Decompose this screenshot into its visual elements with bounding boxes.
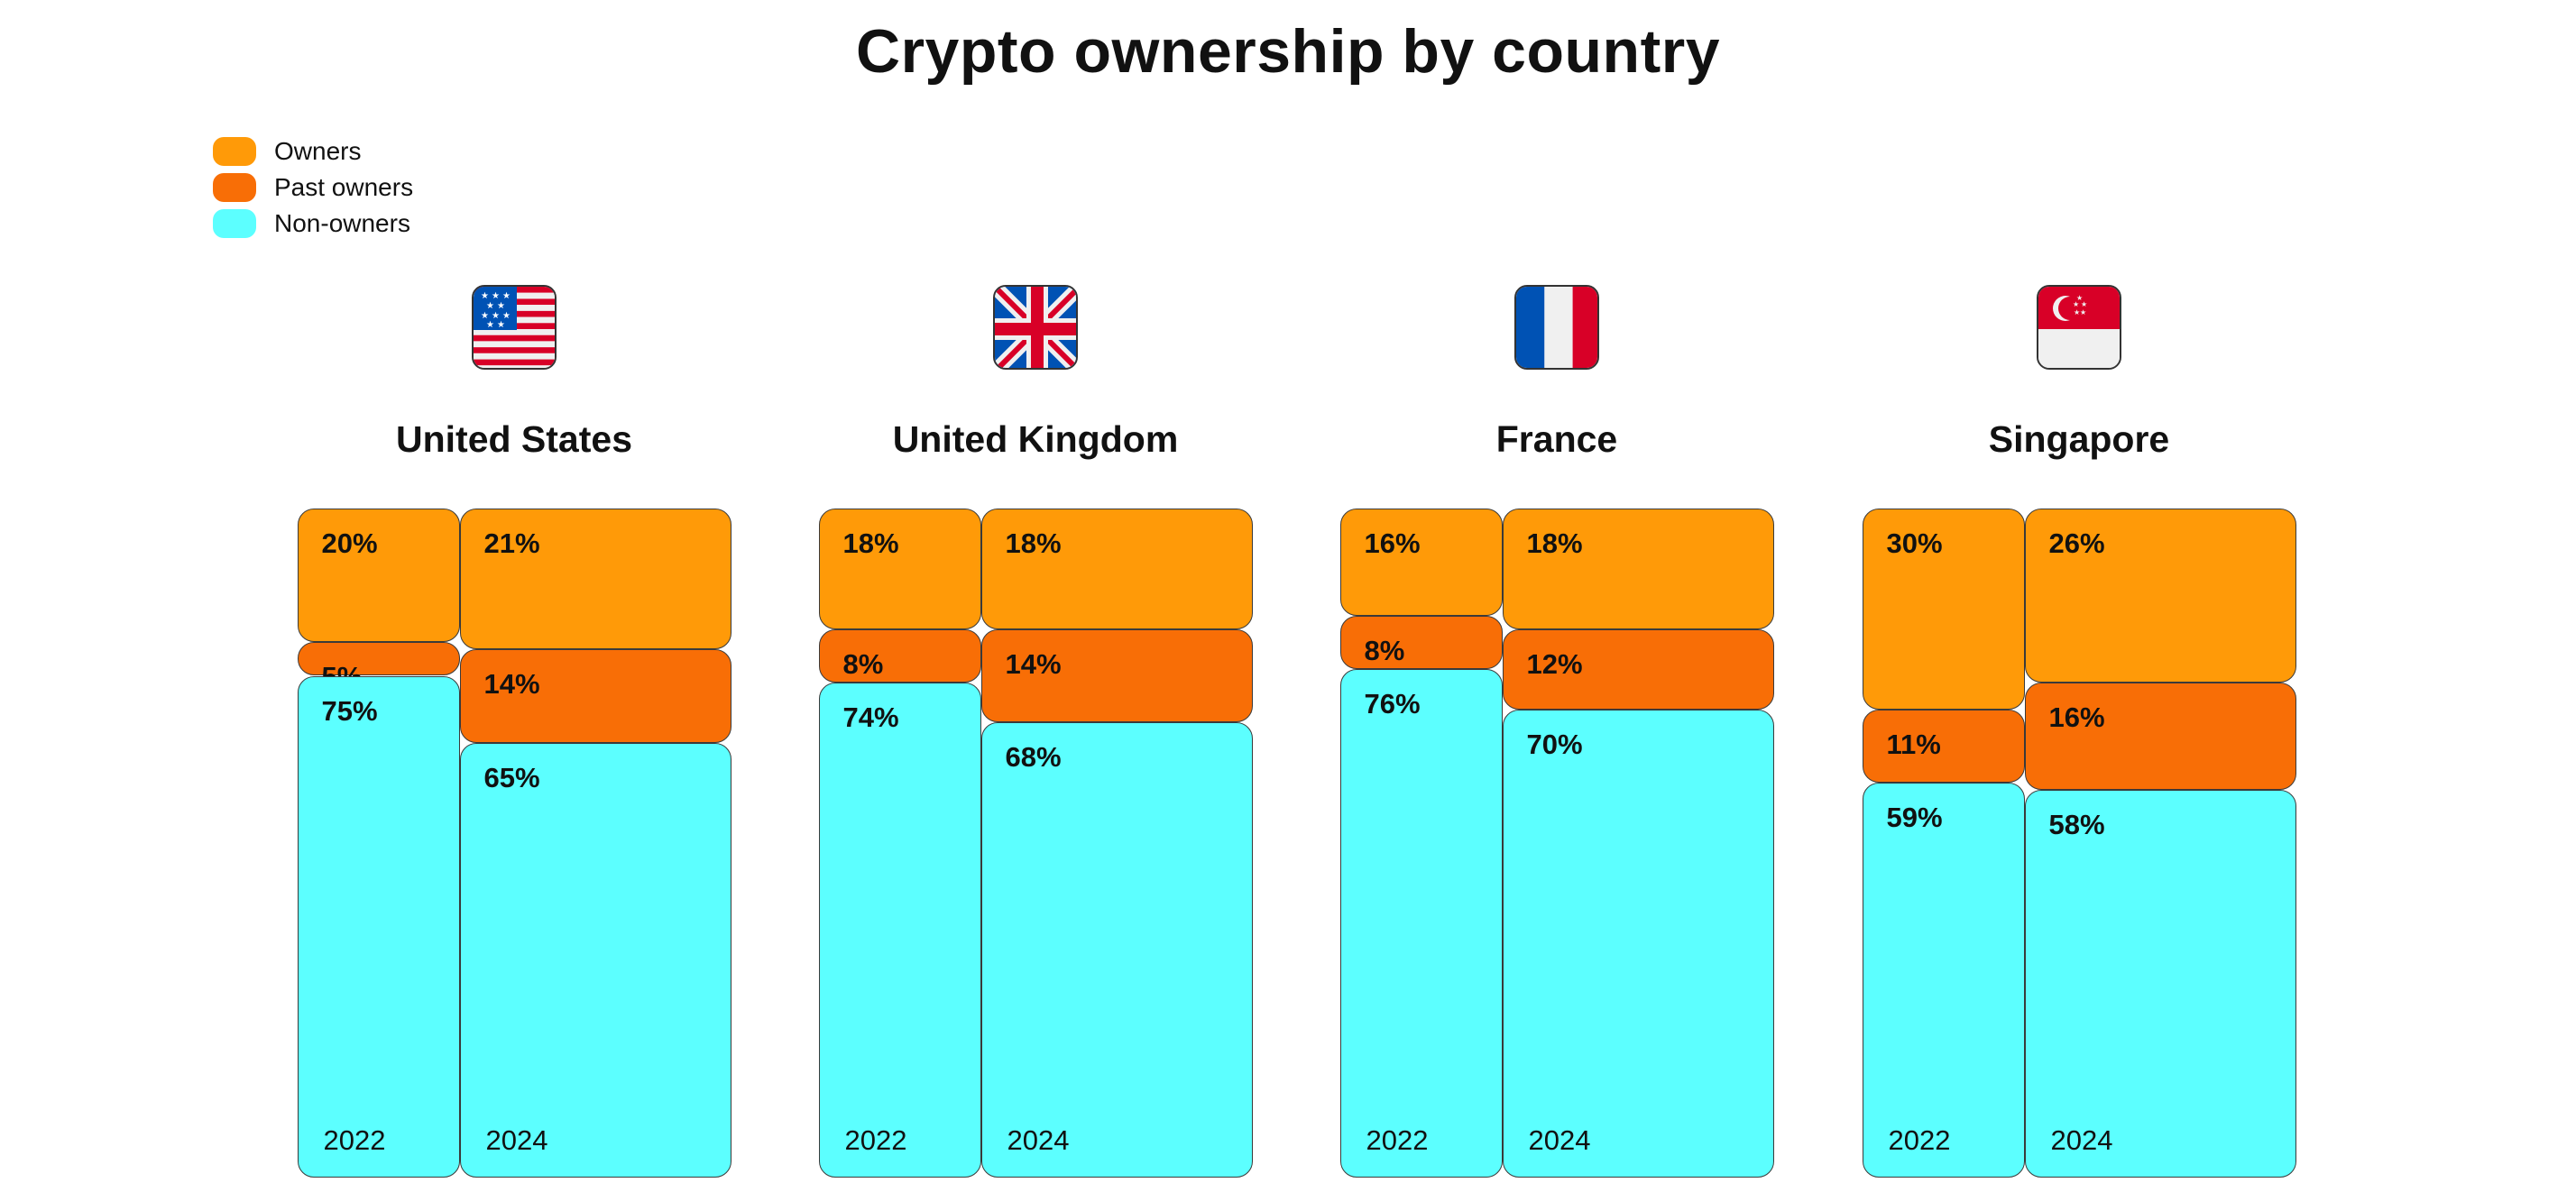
svg-text:★: ★: [481, 291, 489, 301]
bar-segment-united-states-2024-owners: 21%: [459, 509, 731, 649]
year-label: 2022: [1366, 1123, 1429, 1156]
country-name-singapore: Singapore: [1988, 418, 2170, 460]
chart-title: Crypto ownership by country: [855, 17, 1721, 86]
data-label: 14%: [1005, 647, 1062, 680]
legend-swatch-past-owners: [213, 173, 256, 202]
data-label: 8%: [1364, 634, 1405, 666]
svg-text:★: ★: [2076, 294, 2083, 302]
bar-segment-united-kingdom-2024-owners: 18%: [980, 509, 1253, 629]
year-label: 2024: [485, 1123, 548, 1156]
bar-segment-france-2022-non-owners: 76% 2022: [1339, 669, 1503, 1178]
year-label: 2024: [2050, 1123, 2113, 1156]
bar-segment-france-2022-owners: 16%: [1339, 509, 1503, 616]
svg-text:★: ★: [497, 301, 505, 311]
year-label: 2022: [323, 1124, 386, 1156]
us-flag-icon: ★ ★ ★ ★ ★ ★ ★ ★ ★ ★: [472, 285, 557, 370]
data-label: 76%: [1364, 688, 1421, 720]
legend-swatch-owners: [213, 137, 256, 166]
data-label: 16%: [2048, 701, 2105, 733]
bar-segment-united-kingdom-2022-non-owners: 74% 2022: [818, 682, 981, 1178]
legend-item-non-owners: Non-owners: [213, 206, 413, 242]
data-label: 20%: [321, 527, 378, 559]
svg-text:★: ★: [2074, 308, 2080, 316]
svg-text:★: ★: [502, 291, 511, 301]
data-label: 18%: [842, 527, 899, 559]
legend-item-owners: Owners: [213, 133, 413, 170]
data-label: 12%: [1526, 647, 1583, 680]
bar-segment-singapore-2022-non-owners: 59% 2022: [1862, 783, 2025, 1178]
data-label: 16%: [1364, 527, 1421, 559]
svg-text:★: ★: [492, 311, 500, 321]
singapore-flag-icon: ★ ★ ★ ★ ★: [2037, 285, 2121, 370]
bar-segment-united-kingdom-2024-past-owners: 14%: [980, 628, 1253, 723]
data-label: 65%: [483, 761, 540, 793]
bar-segment-singapore-2024-past-owners: 16%: [2024, 682, 2296, 790]
data-label: 58%: [2048, 808, 2105, 840]
bar-segment-singapore-2022-owners: 30%: [1862, 509, 2025, 710]
uk-flag-icon: [993, 285, 1078, 370]
legend-item-past-owners: Past owners: [213, 170, 413, 206]
svg-text:★: ★: [481, 311, 489, 321]
year-label: 2022: [1888, 1123, 1951, 1156]
data-label: 59%: [1886, 802, 1943, 834]
bar-segment-france-2024-past-owners: 12%: [1502, 628, 1774, 710]
year-label: 2024: [1007, 1123, 1070, 1156]
legend-label-owners: Owners: [274, 137, 362, 165]
svg-text:★: ★: [2073, 300, 2079, 308]
legend-swatch-non-owners: [213, 209, 256, 238]
bar-segment-france-2022-past-owners: 8%: [1339, 615, 1503, 670]
bar-segment-united-states-2024-non-owners: 65% 2024: [459, 742, 731, 1178]
country-name-france: France: [1495, 418, 1618, 460]
svg-text:★: ★: [486, 320, 494, 330]
bar-segment-united-states-2022-non-owners: 75% 2022: [297, 675, 460, 1178]
data-label: 18%: [1005, 527, 1062, 559]
bar-segment-france-2024-non-owners: 70% 2024: [1502, 709, 1774, 1178]
france-flag-icon: [1514, 285, 1599, 370]
country-name-united-kingdom: United Kingdom: [892, 418, 1179, 460]
svg-text:★: ★: [2081, 300, 2087, 308]
data-label: 70%: [1526, 728, 1583, 760]
bar-segment-united-kingdom-2022-past-owners: 8%: [818, 628, 981, 683]
year-label: 2024: [1528, 1123, 1591, 1156]
bar-segment-united-states-2022-owners: 20%: [297, 509, 460, 643]
data-label: 14%: [483, 667, 540, 700]
data-label: 26%: [2048, 527, 2105, 559]
svg-text:★: ★: [486, 301, 494, 311]
legend-label-past-owners: Past owners: [274, 173, 414, 201]
svg-text:★: ★: [492, 291, 500, 301]
bar-segment-singapore-2024-non-owners: 58% 2024: [2024, 789, 2296, 1178]
bar-segment-singapore-2022-past-owners: 11%: [1862, 709, 2025, 784]
legend-label-non-owners: Non-owners: [274, 209, 410, 237]
svg-text:★: ★: [497, 320, 505, 330]
data-label: 74%: [842, 701, 899, 733]
svg-text:★: ★: [502, 311, 511, 321]
legend: Owners Past owners Non-owners: [213, 133, 413, 242]
bar-segment-united-states-2024-past-owners: 14%: [459, 648, 731, 743]
data-label: 75%: [321, 694, 378, 727]
data-label: 8%: [842, 647, 884, 680]
data-label: 21%: [483, 527, 540, 559]
data-label: 11%: [1886, 728, 1941, 760]
data-label: 68%: [1005, 741, 1062, 774]
bar-segment-united-states-2022-past-owners: 5%: [297, 642, 460, 692]
bar-segment-united-kingdom-2022-owners: 18%: [818, 509, 981, 629]
bar-segment-singapore-2024-owners: 26%: [2024, 509, 2296, 683]
country-name-united-states: United States: [396, 418, 632, 460]
svg-text:★: ★: [2080, 308, 2086, 316]
data-label: 18%: [1526, 527, 1583, 559]
year-label: 2022: [844, 1123, 907, 1156]
bar-segment-france-2024-owners: 18%: [1502, 509, 1774, 629]
data-label: 30%: [1886, 527, 1943, 559]
bar-segment-united-kingdom-2024-non-owners: 68% 2024: [980, 722, 1253, 1178]
